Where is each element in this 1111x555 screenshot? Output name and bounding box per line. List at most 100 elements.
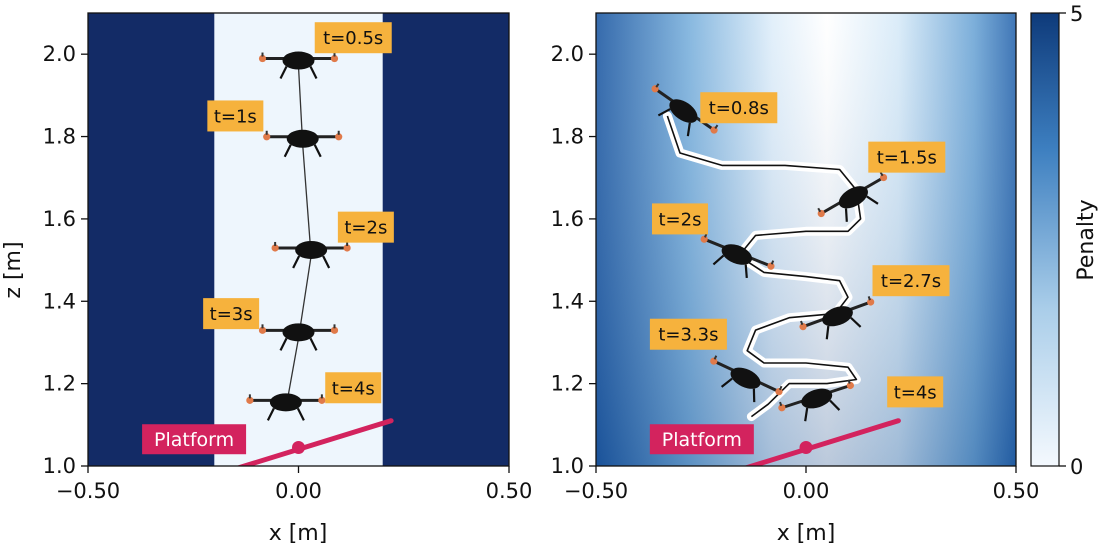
drone-rotor-mount (261, 324, 264, 329)
time-label-box (872, 265, 950, 297)
time-label: t=1s (207, 100, 264, 132)
x-tick-label: −0.50 (564, 479, 628, 503)
drone-rotor-mount (320, 394, 323, 399)
drone-rotor (335, 133, 343, 141)
drone-body (269, 393, 302, 412)
platform-line (236, 418, 394, 466)
time-label-box (649, 318, 727, 350)
drone-rotor-mount (333, 324, 336, 329)
left-x-axis-label: x [m] (269, 521, 328, 546)
drone-leg (712, 254, 748, 279)
drone-rotor (867, 298, 875, 306)
x-tick-label: 0.50 (486, 479, 533, 503)
drone-body (801, 388, 833, 409)
drone-body (282, 323, 315, 342)
time-label-text: t=0.8s (709, 98, 769, 119)
drone-body (838, 186, 868, 209)
drone-rotor-mount (248, 394, 251, 399)
time-label-box (203, 298, 260, 330)
time-label: t=4s (325, 372, 382, 404)
drone-rotor (271, 244, 279, 252)
x-tick-label: −0.50 (56, 479, 120, 503)
drone-rotor (778, 404, 786, 412)
drone-body (286, 129, 319, 148)
drone-rotor (799, 323, 807, 331)
drone-marker (258, 51, 339, 80)
drone-marker (246, 393, 326, 421)
time-label-box (868, 141, 946, 173)
trajectory-line (666, 115, 862, 418)
drone-rotor (330, 54, 339, 63)
drone-marker (263, 129, 343, 158)
drone-rotor-mount (333, 52, 336, 57)
y-tick-label: 1.0 (43, 454, 76, 478)
colorbar-label: Penalty (1074, 199, 1099, 280)
time-label-box (325, 372, 382, 404)
time-label: t=2s (337, 211, 394, 243)
time-label: t=0.8s (700, 92, 778, 124)
drone-marker (799, 296, 875, 340)
drone-leg (292, 255, 331, 269)
drone-leg (804, 399, 841, 422)
drone-rotor-mount (261, 52, 264, 57)
drone-rotor (330, 326, 339, 334)
drone-rotor (263, 133, 271, 141)
y-tick-label: 1.8 (43, 125, 76, 149)
drone-rotor (343, 244, 351, 252)
left-plot-panel: Platform t=0.5s t=1s t=2s t=3s t=4s −0.50 0.00… (1, 12, 533, 546)
platform-label: Platform (649, 424, 754, 455)
platform-label-box (649, 424, 754, 455)
time-label: t=3.3s (649, 318, 727, 350)
time-label-text: t=1.5s (877, 148, 937, 169)
time-label: t=2.7s (872, 265, 950, 297)
colorbar: 50 Penalty (1030, 2, 1099, 479)
y-tick-label: 1.6 (551, 207, 584, 231)
time-label: t=2s (652, 203, 708, 235)
drone-rotor-mount (847, 379, 851, 384)
drone-body (295, 240, 328, 259)
left-data-layer: Platform t=0.5s t=1s t=2s t=3s t=4s (142, 22, 394, 466)
y-tick-label: 1.2 (43, 372, 76, 396)
time-label-text: t=2s (659, 209, 702, 230)
y-tick-label: 1.4 (43, 289, 76, 313)
time-label: t=1.5s (868, 141, 946, 173)
drone-rotor (246, 396, 254, 404)
drone-rotor (258, 54, 267, 63)
time-label-text: t=4s (894, 382, 937, 403)
drone-body (721, 244, 753, 265)
time-label-box (337, 211, 394, 243)
drone-leg (266, 407, 305, 421)
drone-rotor-mount (817, 207, 822, 213)
right-axes: −0.50 0.00 0.50 1.0 1.2 1.4 1.6 1.8 2.0 (551, 42, 1040, 503)
colorbar-tick-label: 5 (1070, 2, 1083, 26)
drone-leg (279, 66, 318, 80)
drone-rotor-mount (778, 385, 783, 391)
x-tick-label: 0.50 (993, 479, 1040, 503)
drone-rotor-mount (714, 124, 719, 129)
drone-body (822, 306, 853, 327)
drone-rotor (846, 381, 854, 390)
y-tick-label: 1.6 (43, 207, 76, 231)
drone-rotor-mount (265, 130, 268, 135)
drone-body (730, 367, 761, 389)
drone-marker (258, 323, 339, 351)
drone-rotor-mount (779, 401, 783, 407)
drone-body (282, 51, 315, 70)
drone-rotor-mount (713, 355, 718, 360)
platform-line (743, 418, 901, 466)
y-tick-label: 1.4 (551, 289, 584, 313)
time-label-box (887, 376, 944, 408)
time-label-text: t=3s (210, 304, 253, 325)
time-label-box (207, 100, 264, 132)
time-label-box (314, 22, 392, 54)
drone-leg (720, 377, 756, 403)
time-label-box (652, 203, 708, 235)
x-tick-label: 0.00 (275, 479, 322, 503)
platform-center-marker (799, 440, 813, 454)
platform-label-text: Platform (154, 429, 234, 451)
drone-marker (271, 240, 351, 269)
time-label-text: t=1s (214, 106, 257, 127)
drone-marker (710, 355, 783, 403)
left-axes: −0.50 0.00 0.50 1.0 1.2 1.4 1.6 1.8 2.0 (43, 42, 533, 503)
y-tick-label: 1.8 (551, 125, 584, 149)
